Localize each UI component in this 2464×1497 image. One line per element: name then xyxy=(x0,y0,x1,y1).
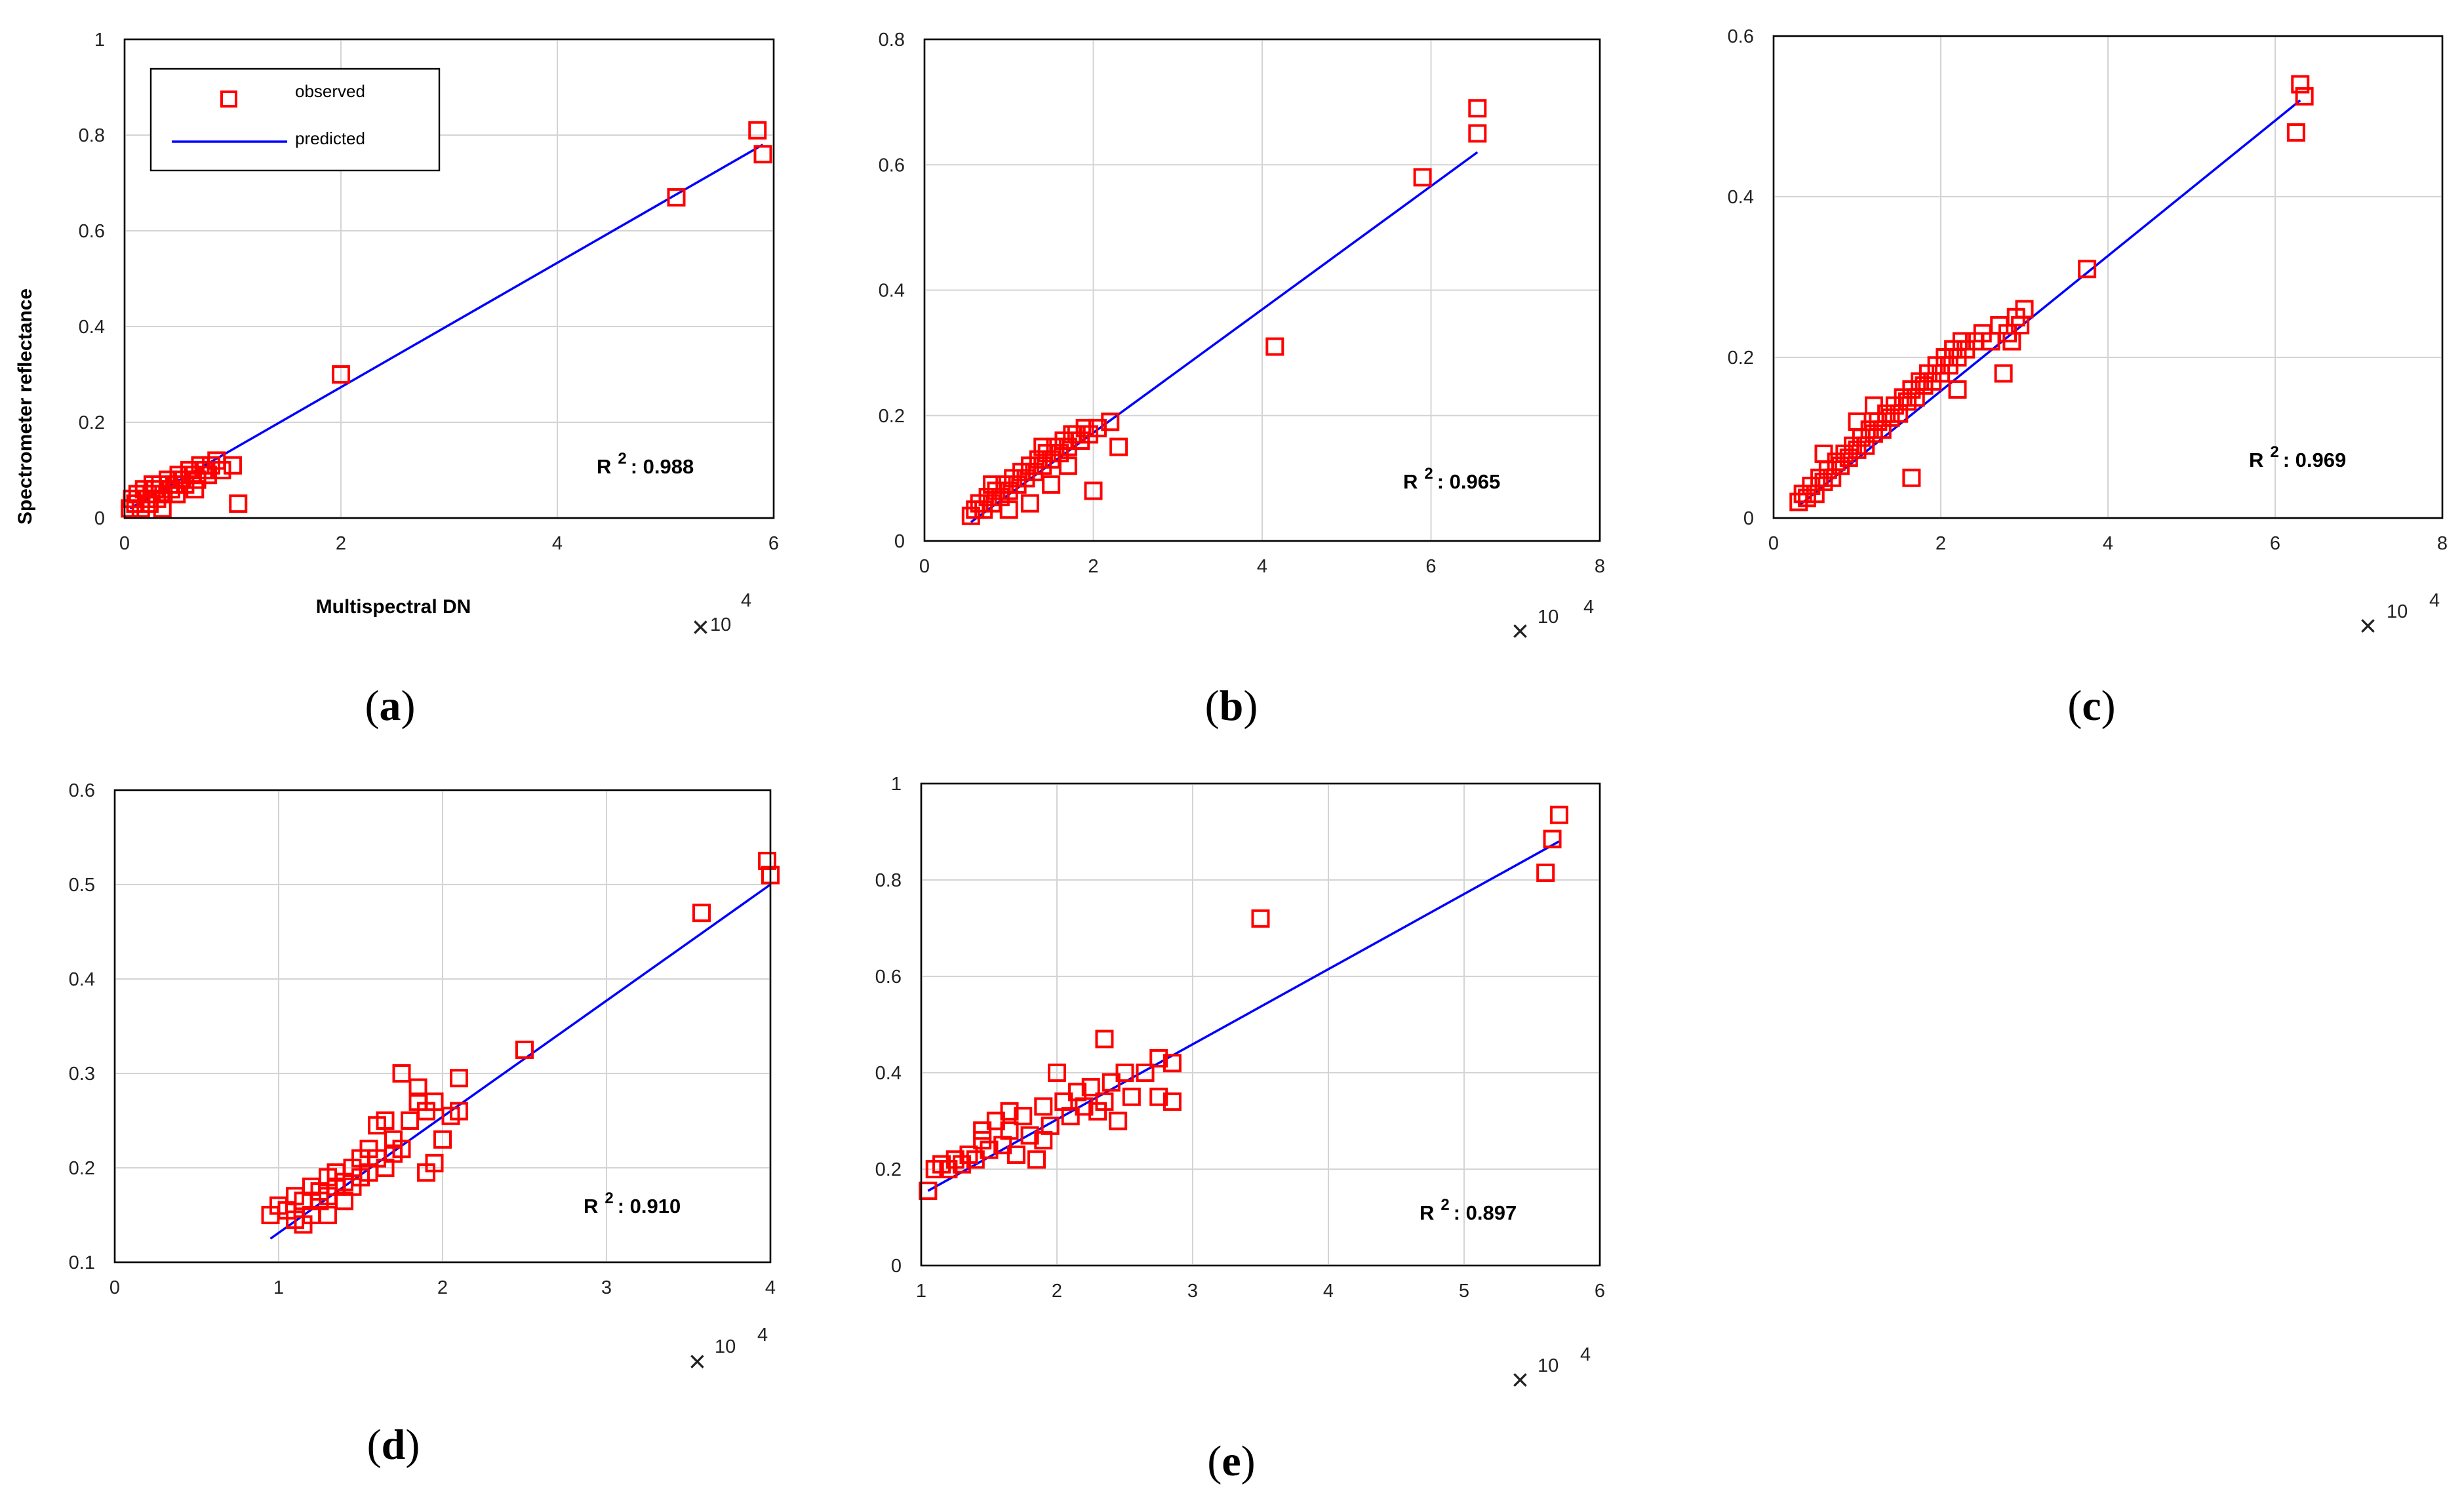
caption-d: (d) xyxy=(367,1421,420,1469)
x-tick-label: 6 xyxy=(1595,1281,1605,1302)
y-tick-label: 1 xyxy=(891,774,902,795)
y-tick-label: 0.1 xyxy=(69,1252,95,1273)
x-tick-label: 0 xyxy=(1768,533,1779,554)
caption-a: (a) xyxy=(365,682,416,730)
y-tick-label: 0 xyxy=(891,1256,902,1277)
x-tick-label: 3 xyxy=(601,1277,612,1298)
panel-c: 0 2 4 6 800.20.40.6 R2: 0.969 × 10 4 (c) xyxy=(1728,26,2448,730)
figure-canvas: 0 2 4 6 0 0.2 0.4 0.6 0.8 1 observed predicted Sp… xyxy=(0,0,2464,1497)
svg-text:10: 10 xyxy=(710,614,731,635)
y-axis-label-a: Spectrometer reflectance xyxy=(14,289,36,525)
y-tick-label: 0.2 xyxy=(879,406,905,427)
x-tick-label: 4 xyxy=(552,533,563,554)
x-tick-label: 0 xyxy=(109,1277,120,1298)
svg-text:4: 4 xyxy=(1580,1344,1591,1365)
x-tick-label: 4 xyxy=(1323,1281,1334,1302)
legend-predicted-label: predicted xyxy=(295,129,365,148)
x-tick-label: 2 xyxy=(336,533,346,554)
svg-text:10: 10 xyxy=(2387,601,2408,622)
svg-text:4: 4 xyxy=(2429,590,2440,611)
y-tick-label: 0.4 xyxy=(875,1063,902,1084)
x-tick-label: 0 xyxy=(919,556,930,577)
y-tick-label: 0.4 xyxy=(1728,187,1754,208)
y-tick-label: 0.8 xyxy=(875,870,902,891)
y-tick-label: 0.6 xyxy=(1728,26,1754,47)
y-tick-label: 0.3 xyxy=(69,1064,95,1085)
x-tick-label: 2 xyxy=(1052,1281,1062,1302)
x-tick-label: 2 xyxy=(1936,533,1946,554)
x-tick-label: 0 xyxy=(119,533,130,554)
x-multiplier-c: × 10 4 xyxy=(2359,590,2440,643)
legend-observed-label: observed xyxy=(295,81,365,101)
y-tick-label: 0.6 xyxy=(875,967,902,988)
y-tick-label: 0.4 xyxy=(69,969,95,990)
y-tick-label: 0.6 xyxy=(879,155,905,176)
svg-text:×: × xyxy=(1511,1363,1529,1397)
x-multiplier-b: × 10 4 xyxy=(1511,597,1594,648)
x-tick-label: 2 xyxy=(437,1277,448,1298)
svg-text:10: 10 xyxy=(1538,607,1559,628)
svg-text:4: 4 xyxy=(741,590,751,611)
svg-text:4: 4 xyxy=(757,1325,768,1346)
y-tick-label: 0.2 xyxy=(69,1158,95,1179)
x-multiplier-a: × 10 4 xyxy=(692,590,751,644)
y-tick-label: 0.8 xyxy=(879,30,905,50)
svg-text:10: 10 xyxy=(1538,1355,1559,1376)
y-tick-label: 0.2 xyxy=(79,412,105,433)
y-tick-label: 0.2 xyxy=(875,1159,902,1180)
x-tick-label: 6 xyxy=(2270,533,2280,554)
x-multiplier-d: × 10 4 xyxy=(688,1325,768,1378)
y-tick-label: 0.5 xyxy=(69,875,95,896)
plot-area-e xyxy=(921,784,1600,1266)
panel-a: 0 2 4 6 0 0.2 0.4 0.6 0.8 1 observed predicted Sp… xyxy=(14,30,779,730)
svg-text:4: 4 xyxy=(1583,597,1594,618)
x-tick-label: 5 xyxy=(1459,1281,1469,1302)
y-tick-label: 0 xyxy=(894,531,905,552)
y-tick-label: 0 xyxy=(94,508,105,529)
caption-b: (b) xyxy=(1205,682,1258,730)
x-tick-label: 1 xyxy=(916,1281,926,1302)
y-tick-label: 0.6 xyxy=(79,221,105,242)
x-tick-label: 1 xyxy=(273,1277,284,1298)
y-tick-label: 0.2 xyxy=(1728,348,1754,369)
svg-text:10: 10 xyxy=(715,1336,736,1357)
caption-e: (e) xyxy=(1207,1437,1255,1485)
y-tick-label: 1 xyxy=(94,30,105,50)
y-tick-label: 0.4 xyxy=(879,281,905,302)
svg-text:×: × xyxy=(1511,614,1529,648)
y-tick-label: 0.8 xyxy=(79,125,105,146)
y-tick-label: 0.6 xyxy=(69,780,95,801)
x-tick-label: 2 xyxy=(1088,556,1098,577)
svg-text:×: × xyxy=(692,610,709,644)
caption-c: (c) xyxy=(2067,682,2115,730)
x-tick-label: 8 xyxy=(2437,533,2448,554)
y-tick-label: 0 xyxy=(1743,508,1754,529)
x-multiplier-e: × 10 4 xyxy=(1511,1344,1591,1397)
x-tick-label: 4 xyxy=(2103,533,2113,554)
x-tick-label: 4 xyxy=(1257,556,1267,577)
y-tick-label: 0.4 xyxy=(79,317,105,338)
x-axis-label-a: Multispectral DN xyxy=(316,596,471,618)
x-tick-label: 3 xyxy=(1187,1281,1198,1302)
x-tick-label: 6 xyxy=(1425,556,1436,577)
x-tick-label: 8 xyxy=(1595,556,1605,577)
x-tick-label: 6 xyxy=(768,533,779,554)
x-tick-label: 4 xyxy=(765,1277,776,1298)
svg-text:×: × xyxy=(2359,609,2377,643)
legend-a: observed predicted xyxy=(151,69,439,170)
svg-text:×: × xyxy=(688,1344,706,1378)
